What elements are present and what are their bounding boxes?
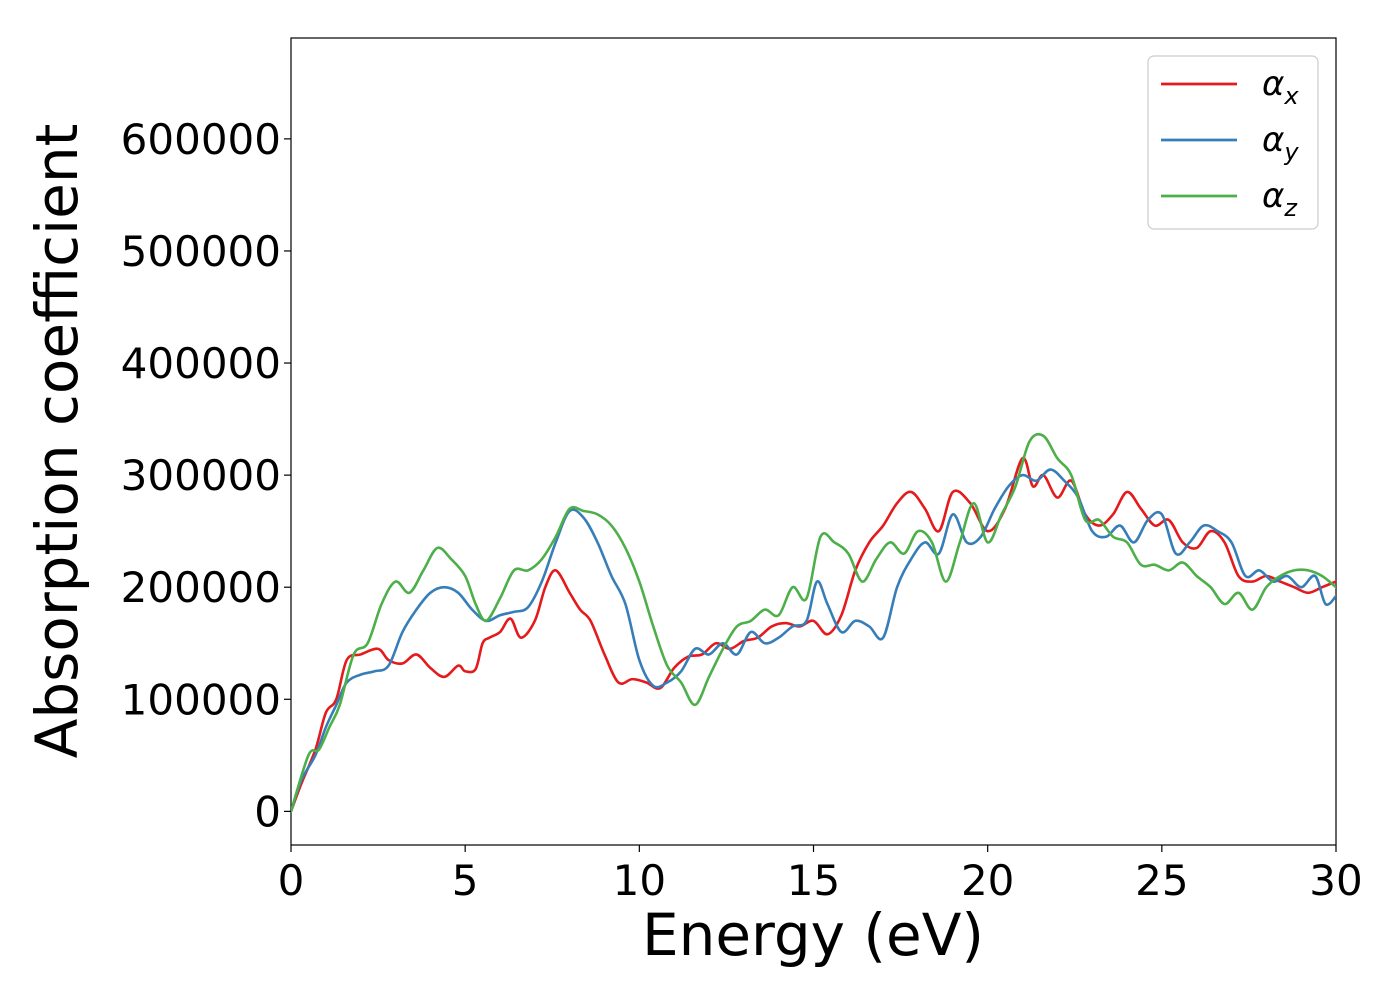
legend-subscript: y — [1283, 138, 1299, 166]
y-tick-label: 500000 — [121, 227, 281, 276]
y-tick-label: 0 — [254, 787, 281, 836]
y-axis-label: Absorption coefficient — [23, 124, 91, 759]
legend-subscript: x — [1283, 82, 1299, 110]
x-tick-label: 30 — [1309, 856, 1362, 905]
y-axis: 0 100000 200000 300000 400000 500000 600000 — [121, 115, 291, 836]
y-tick-label: 600000 — [121, 115, 281, 164]
legend-symbol: α — [1262, 64, 1284, 104]
x-tick-label: 5 — [452, 856, 479, 905]
series-line-y — [291, 468, 1336, 813]
x-axis: 0 5 10 15 20 25 30 — [278, 845, 1363, 905]
legend-label-z: αz — [1262, 176, 1298, 222]
x-tick-label: 10 — [613, 856, 666, 905]
legend-label-x: αx — [1262, 64, 1299, 110]
legend-symbol: α — [1262, 120, 1284, 160]
series-line-z — [291, 432, 1336, 813]
x-tick-label: 25 — [1135, 856, 1188, 905]
y-tick-label: 200000 — [121, 563, 281, 612]
x-tick-label: 0 — [278, 856, 305, 905]
y-tick-label: 300000 — [121, 451, 281, 500]
y-tick-label: 100000 — [121, 675, 281, 724]
legend-box — [1147, 55, 1319, 230]
legend-subscript: z — [1283, 194, 1298, 222]
series-layer — [291, 432, 1336, 813]
x-tick-label: 20 — [961, 856, 1014, 905]
x-tick-label: 15 — [787, 856, 840, 905]
y-tick-label: 400000 — [121, 339, 281, 388]
legend-symbol: α — [1262, 176, 1284, 216]
series-line-x — [291, 456, 1336, 813]
legend-label-y: αy — [1262, 120, 1299, 166]
x-axis-label: Energy (eV) — [642, 901, 984, 969]
